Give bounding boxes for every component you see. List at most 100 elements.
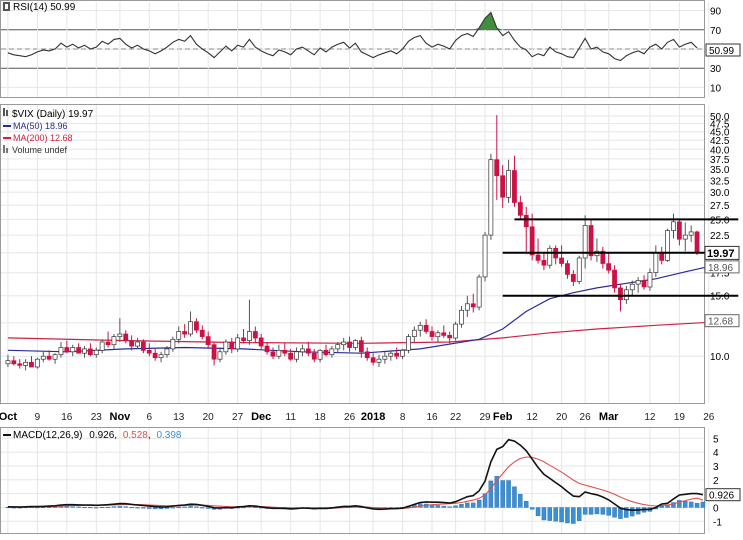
candle-body <box>541 260 547 266</box>
rsi-panel: 9070503010 RSI(14) 50.99 50.99 <box>0 0 741 98</box>
macd-histogram-bar <box>612 507 617 518</box>
macd-histogram-bar <box>76 506 81 508</box>
x-axis-label: 12 <box>644 412 656 423</box>
candle-body <box>453 323 458 339</box>
candle-body <box>17 363 23 366</box>
macd-histogram-bar <box>70 506 75 508</box>
macd-histogram-bar <box>535 507 541 517</box>
candle-body <box>394 352 400 357</box>
candle-body <box>247 331 252 341</box>
candle-body <box>305 348 311 354</box>
candle-body <box>82 348 87 354</box>
candle-body <box>464 303 470 311</box>
price-tick-label: 22.5 <box>710 231 730 242</box>
macd-histogram-bar <box>588 507 594 515</box>
macd-legend: MACD(12,26,9) 0.926, 0.528, 0.398 <box>3 430 182 441</box>
price-tick-label: 10.0 <box>710 352 730 363</box>
candle-body <box>205 336 211 346</box>
price-tick-label: 17.5 <box>710 269 730 280</box>
candle-body <box>523 214 529 228</box>
macd-histogram-bar <box>117 506 123 508</box>
candle-body <box>105 341 111 346</box>
x-axis-label: 22 <box>450 412 462 423</box>
candle-body <box>52 354 58 360</box>
macd-histogram-bar <box>447 506 452 508</box>
rsi-tick-label: 30 <box>710 64 722 75</box>
macd-value-label: 0.926 <box>705 488 741 502</box>
svg-text:0.926: 0.926 <box>709 491 734 502</box>
x-axis-label: Nov <box>110 411 132 423</box>
macd-histogram-bar <box>471 502 476 508</box>
candle-body <box>93 349 99 356</box>
candle-body <box>188 321 193 335</box>
legend-symbol: $VIX (Daily) 19.97 <box>12 109 94 120</box>
candle-body <box>64 347 70 353</box>
macd-histogram-bar <box>188 506 193 508</box>
candle-body <box>300 348 305 353</box>
candle-body <box>252 331 258 339</box>
candle-body <box>576 257 582 282</box>
price-tick-label: 50.0 <box>710 112 730 123</box>
x-axis-label: 19 <box>674 412 686 423</box>
x-axis-label: 26 <box>580 412 592 423</box>
macd-histogram-bar <box>88 507 93 509</box>
macd-histogram-bar <box>99 507 105 509</box>
price-tick-label: 32.5 <box>710 176 730 187</box>
candle-body <box>99 341 105 351</box>
macd-histogram-bar <box>700 501 706 508</box>
candle-body <box>688 231 694 236</box>
x-axis-label: 11 <box>286 412 297 423</box>
candle-body <box>635 280 641 285</box>
macd-legend-name: MACD(12,26,9) <box>13 430 82 441</box>
candle-body <box>588 225 594 257</box>
candle-body <box>46 355 52 360</box>
candle-body <box>641 280 647 288</box>
x-axis-label: Dec <box>251 411 271 423</box>
candle-body <box>347 341 352 348</box>
macd-legend-signal: 0.528 <box>123 430 148 441</box>
macd-histogram-bar <box>205 507 211 509</box>
candle-body <box>241 337 246 341</box>
candle-body <box>600 250 606 264</box>
candle-body <box>129 340 135 347</box>
macd-histogram-bar <box>199 507 205 509</box>
candle-body <box>194 321 199 331</box>
x-axis-label: 12 <box>527 412 539 423</box>
svg-text:19.97: 19.97 <box>707 248 735 260</box>
macd-histogram-bar <box>465 502 470 508</box>
macd-line <box>7 438 704 512</box>
macd-histogram-bar <box>111 506 117 508</box>
ma50-line <box>7 260 739 354</box>
macd-histogram-bar <box>529 507 535 510</box>
macd-histogram-bar <box>541 507 547 521</box>
candle-body <box>423 324 429 332</box>
candle-body <box>694 231 700 254</box>
candle-body <box>459 309 464 325</box>
macd-histogram-bar <box>606 507 611 516</box>
candle-body <box>406 336 411 351</box>
macd-histogram-bar <box>582 507 588 515</box>
svg-text:50.99: 50.99 <box>709 46 734 57</box>
macd-histogram-bar <box>518 494 523 508</box>
macd-histogram-bar <box>82 507 87 509</box>
candle-body <box>435 332 441 338</box>
candle-body <box>665 230 670 261</box>
candle-body <box>500 175 506 198</box>
candle-body <box>258 337 264 347</box>
candle-body <box>482 234 488 278</box>
candle-body <box>653 252 659 273</box>
candle-body <box>288 352 294 360</box>
legend-ma50: MA(50) 18.96 <box>13 121 68 131</box>
candle-body <box>229 341 235 350</box>
x-axis-label: 9 <box>35 412 41 423</box>
macd-histogram-bar <box>194 506 199 508</box>
legend-volume: Volume undef <box>12 145 68 155</box>
candle-body <box>441 332 447 336</box>
macd-histogram-bar <box>624 507 629 518</box>
x-axis-label: 23 <box>91 412 103 423</box>
macd-histogram-bar <box>494 476 500 508</box>
candle-body <box>370 357 376 363</box>
macd-histogram-bar <box>52 506 58 508</box>
macd-histogram-bar <box>488 480 494 508</box>
macd-histogram-bar <box>141 507 146 509</box>
